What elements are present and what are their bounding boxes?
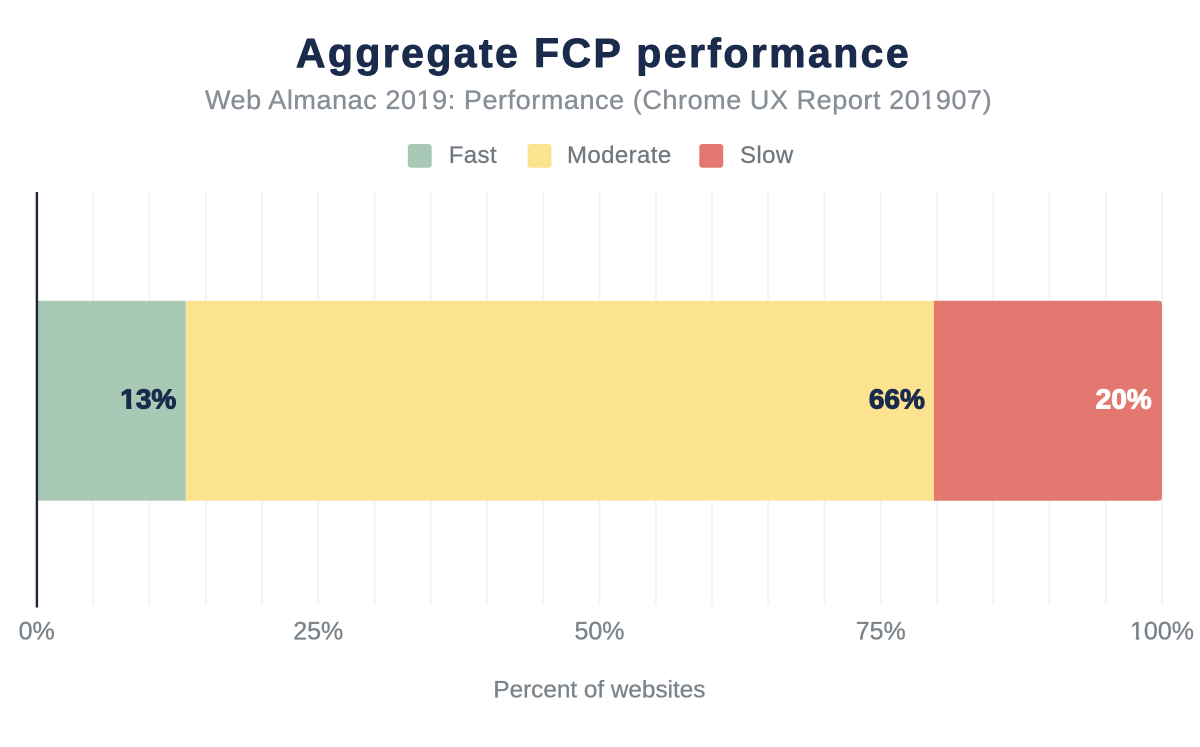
svg-text:0%: 0% [19, 618, 55, 646]
svg-text:Slow: Slow [740, 142, 794, 169]
svg-text:Aggregate FCP performance: Aggregate FCP performance [296, 30, 911, 76]
svg-text:Percent of websites: Percent of websites [493, 677, 705, 704]
svg-text:Moderate: Moderate [567, 142, 672, 169]
svg-text:50%: 50% [574, 618, 624, 646]
svg-text:20%: 20% [1096, 384, 1152, 415]
svg-text:25%: 25% [293, 618, 343, 646]
svg-text:13%: 13% [120, 384, 176, 415]
svg-text:Fast: Fast [449, 142, 497, 169]
svg-text:66%: 66% [869, 384, 925, 415]
svg-text:75%: 75% [856, 618, 906, 646]
svg-text:100%: 100% [1130, 618, 1194, 646]
svg-text:Web Almanac 2019: Performance: Web Almanac 2019: Performance (Chrome UX… [205, 85, 992, 115]
